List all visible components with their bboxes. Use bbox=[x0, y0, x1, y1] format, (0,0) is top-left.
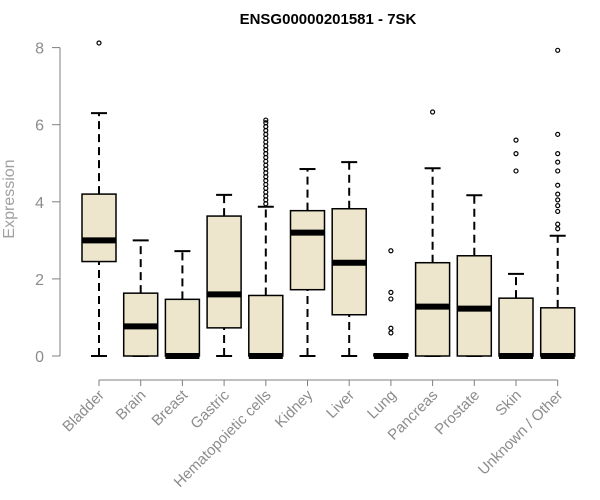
outlier-point bbox=[388, 296, 394, 302]
y-tick-label: 6 bbox=[35, 118, 44, 135]
outlier-point bbox=[96, 40, 102, 46]
box-skin bbox=[498, 137, 534, 359]
box-lung bbox=[373, 248, 409, 359]
x-tick-label: Lung bbox=[364, 387, 400, 423]
box-bladder bbox=[81, 40, 117, 357]
outlier-point bbox=[263, 117, 269, 123]
plot-area bbox=[81, 40, 576, 359]
outlier-point bbox=[388, 248, 394, 254]
box-liver bbox=[331, 161, 367, 357]
x-tick-label: Skin bbox=[492, 387, 525, 420]
outlier-point bbox=[555, 208, 561, 215]
outlier-point bbox=[513, 137, 519, 143]
outlier-point bbox=[555, 182, 561, 188]
y-tick-label: 8 bbox=[35, 41, 44, 58]
box-hematopoietic-cells bbox=[248, 117, 284, 359]
outlier-point bbox=[388, 330, 394, 336]
x-tick-label: Kidney bbox=[272, 386, 317, 431]
box-breast bbox=[164, 250, 201, 359]
box-body bbox=[498, 297, 534, 357]
x-tick-label: Liver bbox=[323, 387, 358, 422]
outlier-point bbox=[263, 120, 269, 126]
outlier-point bbox=[555, 191, 561, 197]
box-brain bbox=[122, 239, 159, 357]
box-body bbox=[81, 193, 117, 263]
box-pancreas bbox=[414, 109, 451, 357]
outlier-point bbox=[430, 109, 436, 115]
chart-title: ENSG00000201581 - 7SK bbox=[240, 11, 417, 28]
y-tick-label: 2 bbox=[35, 272, 44, 289]
y-axis: 0 2 4 6 8 bbox=[35, 41, 61, 366]
box-body bbox=[248, 294, 284, 357]
outlier-point bbox=[513, 168, 519, 174]
box-gastric bbox=[206, 193, 242, 357]
outlier-point bbox=[555, 47, 561, 53]
box-kidney bbox=[289, 168, 326, 357]
y-axis-label: Expression bbox=[1, 159, 18, 238]
outlier-point bbox=[555, 203, 561, 209]
x-tick-label: Prostate bbox=[432, 387, 484, 439]
box-body bbox=[206, 215, 242, 329]
outlier-point bbox=[555, 131, 561, 137]
x-tick-label: Breast bbox=[149, 386, 192, 429]
box-body bbox=[539, 307, 576, 357]
outlier-point bbox=[555, 151, 561, 157]
outlier-point bbox=[555, 197, 561, 203]
y-tick-label: 4 bbox=[35, 195, 44, 212]
outlier-point bbox=[555, 168, 561, 174]
outlier-point bbox=[555, 226, 561, 232]
box-body bbox=[164, 298, 201, 357]
x-tick-label: Bladder bbox=[59, 387, 108, 436]
outlier-point bbox=[513, 151, 519, 157]
y-tick-label: 0 bbox=[35, 349, 44, 366]
box-unknown-other bbox=[539, 47, 576, 359]
box-body bbox=[289, 209, 326, 291]
x-tick-label: Brain bbox=[113, 387, 150, 424]
box-prostate bbox=[456, 194, 493, 357]
outlier-point bbox=[388, 289, 394, 295]
outlier-point bbox=[388, 325, 394, 331]
outlier-point bbox=[555, 221, 561, 227]
outlier-point bbox=[555, 159, 561, 165]
